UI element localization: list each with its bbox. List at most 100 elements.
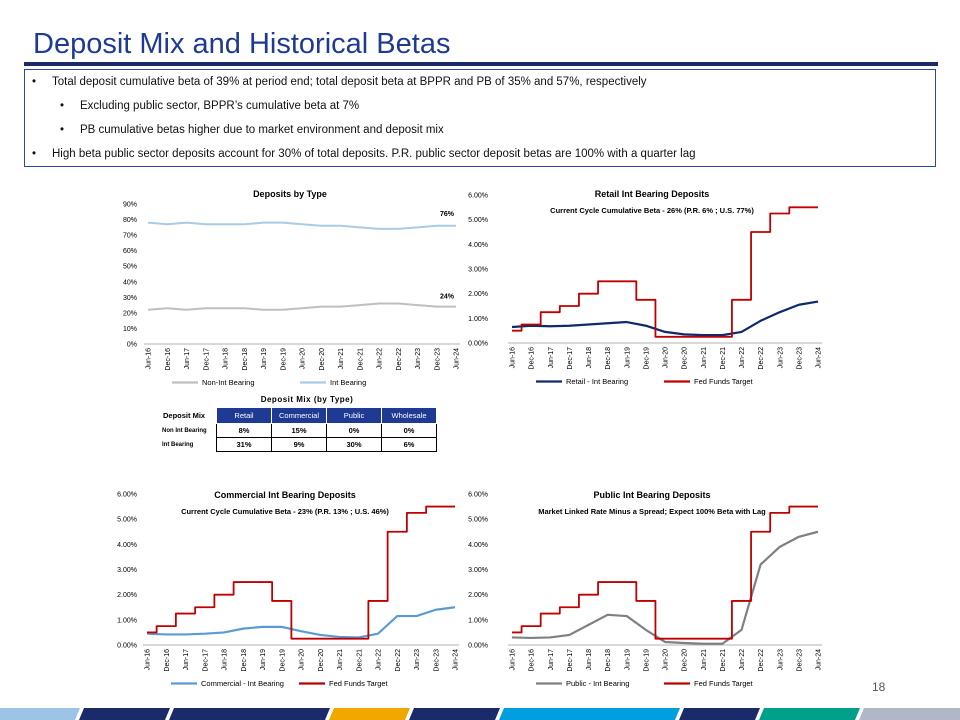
page-title: Deposit Mix and Historical Betas [33,28,451,60]
x-tick-label: Jun-23 [777,649,784,671]
x-tick-label: Dec-18 [605,347,612,370]
cell: 9% [271,437,327,452]
x-tick-label: Jun-21 [338,348,345,370]
x-tick-label: Jun-19 [624,649,631,671]
y-tick-label: 90% [123,202,137,209]
y-tick-label: 30% [123,295,137,302]
x-tick-label: Jun-20 [663,649,670,671]
bullet-2-text: Excluding public sector, BPPR’s cumulati… [80,100,360,112]
x-tick-label: Dec-22 [395,649,402,672]
footer-seg [859,708,960,720]
bullet-1-text: Total deposit cumulative beta of 39% at … [52,76,647,88]
x-tick-label: Dec-20 [682,649,689,672]
footer-seg [759,708,860,720]
table-row: Non Int Bearing 8% 15% 0% 0% [158,423,437,438]
cell: 8% [216,423,272,438]
x-tick-label: Dec-22 [396,348,403,371]
footer-seg [79,708,170,720]
bullet-4-text: High beta public sector deposits account… [52,148,696,160]
mix-header-commercial: Commercial [271,407,327,424]
mix-table: Deposit Mix Retail Commercial Public Who… [158,407,437,452]
y-tick-label: 40% [123,279,137,286]
x-tick-label: Jun-17 [183,649,190,671]
y-tick-label: 60% [123,248,137,255]
series-line [147,505,455,640]
x-tick-label: Jun-18 [586,649,593,671]
y-tick-label: 80% [123,217,137,224]
y-tick-label: 3.00% [468,267,488,274]
footer-seg [329,708,410,720]
y-tick-label: 1.00% [468,316,488,323]
mix-header-public: Public [326,407,382,424]
x-tick-label: Jun-20 [300,348,307,370]
y-tick-label: 6.00% [468,193,488,200]
x-tick-label: Dec-18 [241,649,248,672]
x-tick-label: Dec-23 [796,347,803,370]
series-line [511,300,819,337]
bullet-4: • High beta public sector deposits accoun… [32,148,696,160]
bullet-1: • Total deposit cumulative beta of 39% at… [32,76,647,88]
chart-subtitle: Market Linked Rate Minus a Spread; Expec… [538,507,766,516]
x-tick-label: Dec-23 [434,348,441,371]
y-tick-label: 2.00% [468,592,488,599]
footer-seg [409,708,500,720]
series-line [511,530,819,645]
series-line [147,302,456,311]
page-number: 18 [872,680,886,694]
x-tick-label: Dec-19 [643,649,650,672]
x-tick-label: Jun-16 [145,649,152,671]
x-tick-label: Dec-21 [356,649,363,672]
series-line [146,606,456,639]
x-tick-label: Jun-19 [260,649,267,671]
x-tick-label: Dec-23 [433,649,440,672]
chart-title: Public Int Bearing Deposits [593,490,710,500]
y-tick-label: 0.00% [468,341,488,348]
x-tick-label: Jun-23 [415,348,422,370]
x-tick-label: Jun-19 [624,347,631,369]
x-tick-label: Dec-21 [357,348,364,371]
x-tick-label: Jun-24 [816,347,823,369]
x-tick-label: Dec-17 [567,649,574,672]
y-tick-label: 5.00% [468,517,488,524]
y-tick-label: 5.00% [117,517,137,524]
x-tick-label: Jun-24 [453,649,460,671]
x-tick-label: Dec-16 [529,649,536,672]
series-line [512,206,818,338]
footer-band [0,708,960,720]
cell: 6% [381,437,437,452]
legend-label: Public - Int Bearing [566,679,629,688]
x-tick-label: Dec-20 [682,347,689,370]
x-tick-label: Jun-21 [701,347,708,369]
x-tick-label: Dec-22 [758,347,765,370]
chart-title: Commercial Int Bearing Deposits [214,490,356,500]
legend-label: Int Bearing [330,378,366,387]
y-tick-label: 4.00% [468,542,488,549]
y-tick-label: 3.00% [468,567,488,574]
x-tick-label: Jun-18 [223,348,230,370]
x-tick-label: Dec-17 [203,348,210,371]
bullet-3: • PB cumulative betas higher due to marke… [60,124,444,136]
y-tick-label: 6.00% [117,492,137,499]
y-tick-label: 10% [123,326,137,333]
series-line [147,221,456,230]
x-tick-label: Jun-22 [739,347,746,369]
x-tick-label: Dec-16 [164,649,171,672]
bullet-2: • Excluding public sector, BPPR’s cumulat… [60,100,360,112]
series-line [512,505,818,640]
cell: 30% [326,437,382,452]
x-tick-label: Dec-16 [165,348,172,371]
x-tick-label: Dec-19 [280,348,287,371]
y-tick-label: 0% [127,342,137,349]
x-tick-label: Jun-16 [146,348,153,370]
y-tick-label: 70% [123,233,137,240]
cell: 0% [326,423,382,438]
legend-label: Fed Funds Target [329,679,389,688]
legend-label: Retail - Int Bearing [566,377,628,386]
data-label: 76% [440,211,455,218]
y-tick-label: 1.00% [117,617,137,624]
x-tick-label: Jun-20 [299,649,306,671]
y-tick-label: 1.00% [468,617,488,624]
x-tick-label: Jun-22 [376,649,383,671]
y-tick-label: 6.00% [468,492,488,499]
x-tick-label: Dec-21 [720,649,727,672]
